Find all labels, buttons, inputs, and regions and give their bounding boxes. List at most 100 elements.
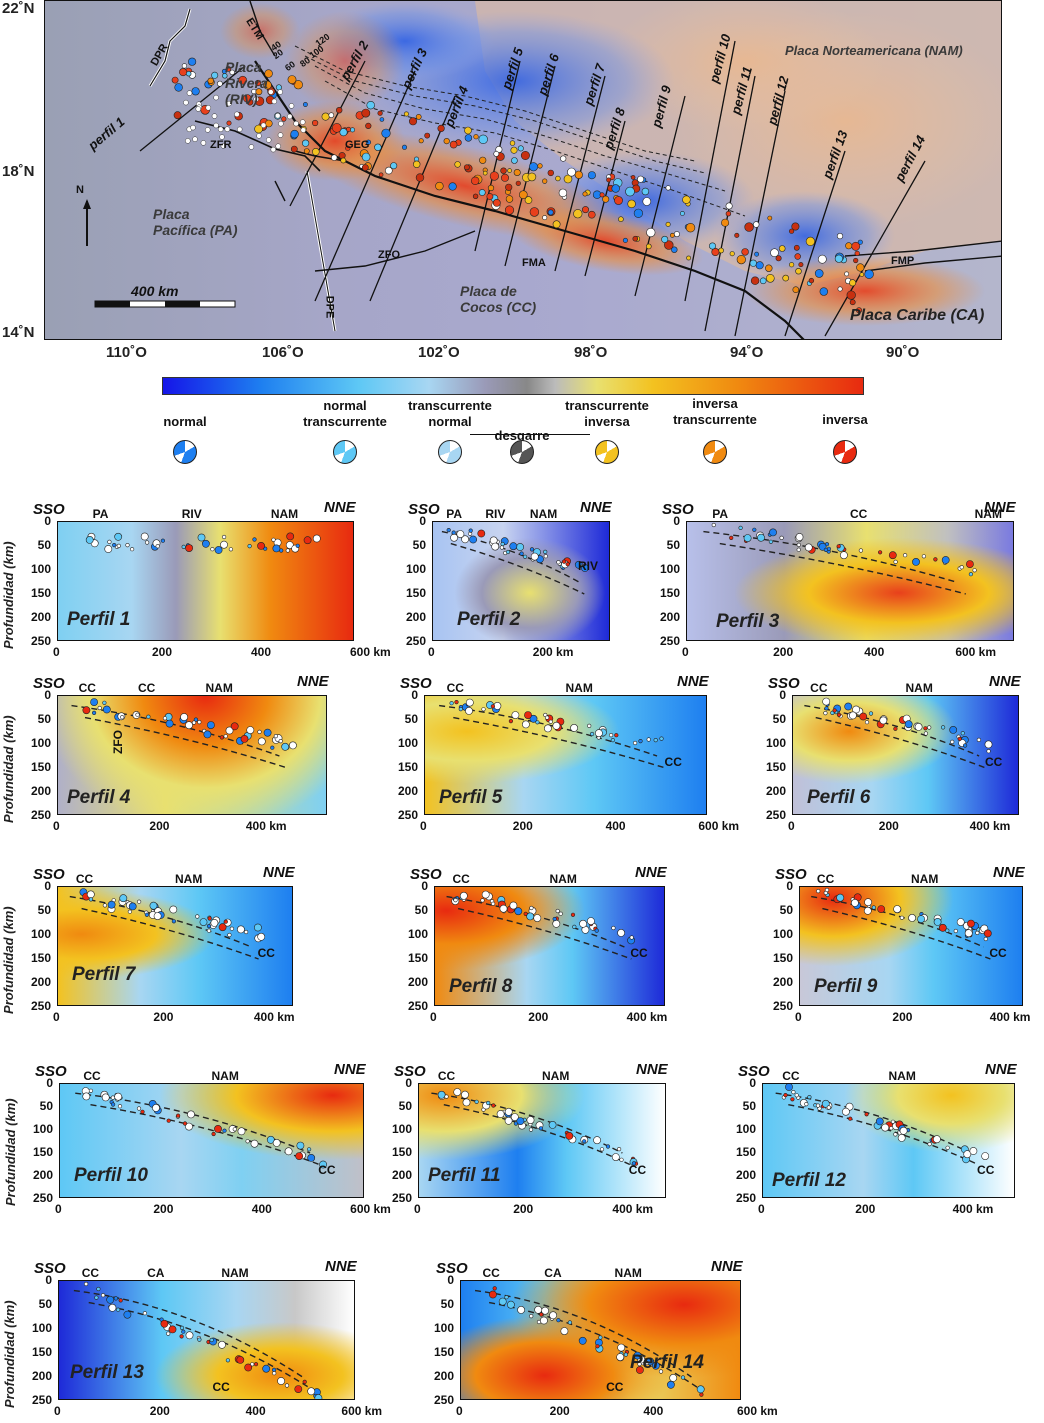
map-event-dot — [188, 57, 197, 66]
map-event-dot — [379, 117, 385, 122]
section-event-markers — [85, 532, 321, 554]
plate-label: CC — [75, 872, 94, 886]
section-event-dot — [504, 1107, 513, 1116]
plate-label: RIV — [577, 559, 598, 573]
distance-tick-label: 0 — [53, 1010, 60, 1024]
legend-label-1: normal transcurrente — [303, 398, 387, 429]
section-event-dot — [579, 919, 587, 928]
section-event-dot — [945, 1145, 950, 1150]
map-event-dot — [725, 202, 733, 210]
plate-label: CC — [606, 1380, 624, 1394]
section-event-dot — [88, 897, 94, 902]
section-event-dot — [257, 737, 266, 746]
section-event-dot — [729, 535, 734, 540]
section-event-dot — [933, 557, 938, 562]
section-event-dot — [285, 548, 290, 553]
section-event-dot — [312, 534, 321, 543]
section-event-dot — [314, 1394, 323, 1399]
section-event-dot — [852, 705, 860, 714]
section-event-dot — [544, 715, 550, 720]
section-event-dot — [552, 916, 557, 922]
map-event-dot — [211, 71, 219, 79]
section-event-dot — [587, 723, 592, 729]
legend-label-0: normal — [163, 414, 207, 429]
section-event-dot — [666, 1380, 675, 1389]
section-event-dot — [218, 923, 227, 932]
section-event-dot — [543, 554, 548, 559]
cross-section-5 — [424, 695, 707, 815]
section-event-dot — [214, 1125, 222, 1133]
section-event-dot — [556, 560, 561, 565]
slab-geometry — [441, 528, 589, 595]
map-event-dot — [736, 255, 746, 265]
direction-left-label: SSO — [775, 866, 807, 883]
direction-right-label: NNE — [325, 1258, 357, 1275]
section-event-dot — [123, 1310, 132, 1319]
section-event-dot — [465, 698, 474, 707]
section-event-dot — [107, 539, 112, 545]
plate-label: CC — [816, 872, 835, 886]
section-event-dot — [637, 1361, 642, 1367]
map-event-dot — [186, 70, 192, 77]
map-event-dot — [547, 169, 554, 177]
plate-label: CC — [318, 1163, 336, 1177]
direction-left-label: SSO — [33, 501, 65, 518]
section-event-dot — [908, 913, 916, 922]
section-event-dot — [206, 923, 212, 929]
section-event-dot — [102, 700, 107, 705]
map-event-dot — [236, 126, 243, 133]
section-event-dot — [593, 1136, 601, 1145]
map-event-dot — [448, 182, 457, 191]
map-event-dot — [478, 189, 486, 196]
map-event-dot — [563, 174, 573, 184]
section-event-dot — [127, 909, 132, 914]
depth-tick-label: 0 — [447, 1273, 454, 1287]
direction-right-label: NNE — [297, 673, 329, 690]
section-title: Perfil 12 — [772, 1170, 846, 1191]
section-event-dot — [849, 711, 857, 720]
map-event-dot — [454, 161, 461, 168]
section-event-dot — [738, 525, 743, 531]
map-event-dot — [492, 198, 501, 207]
section-event-dot — [486, 1100, 491, 1106]
section-event-dot — [964, 929, 973, 938]
map-event-dot — [248, 144, 255, 150]
section-event-dot — [858, 548, 863, 553]
distance-tick-label: 200 — [773, 645, 794, 659]
depth-tick-label: 100 — [391, 1122, 412, 1136]
map-event-dot — [424, 132, 431, 139]
section-event-dot — [296, 1141, 305, 1150]
map-event-dot — [200, 140, 207, 146]
map-event-dot — [791, 222, 800, 231]
map-event-dot — [808, 277, 815, 284]
section-event-markers — [781, 1084, 990, 1164]
section-event-dot — [743, 534, 752, 542]
plate-label: NAM — [911, 872, 939, 886]
map-event-dot — [611, 184, 620, 193]
section-event-dot — [950, 739, 955, 745]
section-event-dot — [543, 549, 548, 555]
section-event-dot — [453, 1088, 462, 1097]
map-event-dot — [782, 274, 790, 282]
map-event-dot — [268, 89, 274, 95]
depth-tick-label: 50 — [666, 538, 680, 552]
section-event-dot — [459, 891, 468, 900]
map-event-dot — [339, 128, 348, 137]
section-event-dot — [572, 924, 577, 930]
map-event-dot — [222, 73, 228, 79]
section-event-dot — [90, 698, 98, 706]
section-event-dot — [889, 1126, 894, 1131]
section-event-dot — [166, 1331, 171, 1336]
section-event-dot — [669, 1374, 678, 1382]
map-event-dot — [664, 240, 674, 250]
plate-label: NAM — [974, 507, 1002, 521]
section-event-dot — [938, 923, 947, 932]
map-event-dot — [418, 138, 424, 144]
section-event-dot — [102, 705, 111, 714]
section-event-dot — [871, 905, 876, 910]
depth-tick-label: 250 — [30, 808, 51, 822]
cross-section-10 — [59, 1083, 364, 1198]
section-event-dot — [247, 544, 252, 549]
depth-tick-label: 250 — [772, 999, 793, 1013]
section-event-dot — [878, 550, 883, 555]
